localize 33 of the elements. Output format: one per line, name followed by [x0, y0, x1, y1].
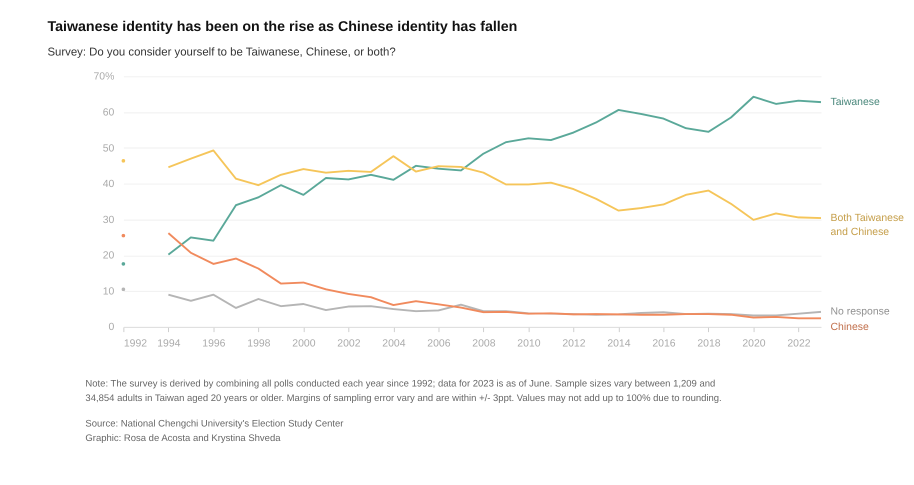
x-tick-label: 1998 [247, 338, 271, 350]
chart-title: Taiwanese identity has been on the rise as Chinese identity has fallen [47, 18, 518, 35]
y-tick-label: 50 [102, 143, 115, 154]
y-tick-label: 0 [108, 322, 115, 334]
x-tick-label: 2018 [697, 338, 721, 350]
x-tick-label: 2000 [292, 338, 316, 350]
x-tick-label: 2022 [787, 338, 811, 350]
y-tick-label: 30 [102, 214, 115, 226]
x-tick-label: 1996 [202, 338, 226, 350]
series-label: No response [830, 306, 890, 318]
series-label: Chinese [830, 322, 869, 333]
series-label: Taiwanese [830, 96, 880, 108]
y-tick-label: 60 [102, 107, 115, 118]
x-tick-label: 1992 [124, 338, 148, 350]
x-tick-label: 2008 [472, 338, 496, 350]
y-tick-label: 70% [93, 72, 114, 83]
x-tick-label: 2002 [337, 338, 361, 350]
x-tick-label: 2020 [742, 338, 766, 350]
x-tick-label: 1994 [157, 338, 181, 350]
text: Note: The survey is derived by combining all polls conducted each year since 1992; data for 2023 is as of June. Sample sizes vary between 1,209 and 34,854 adults in Taiwan aged 20 years or older. Margins of sampling error vary and are within +/- 3ppt. Values may not add up to 100% due to rounding. [85, 378, 722, 404]
y-tick-label: 10 [102, 286, 115, 298]
source-note: Source: National Chengchi University's Election Study Center [85, 418, 344, 430]
x-tick-label: 2010 [517, 338, 541, 350]
y-tick-label: 40 [102, 179, 115, 190]
y-tick-label: 20 [102, 250, 115, 262]
x-tick-label: 2012 [562, 338, 586, 350]
chart-subtitle: Survey: Do you consider yourself to be Taiwanese, Chinese, or both? [47, 46, 396, 58]
x-tick-label: 2014 [607, 338, 631, 350]
x-tick-label: 2016 [652, 338, 676, 350]
series-label: Both Taiwanese and Chinese [830, 212, 904, 238]
text: Graphic: Rosa de Acosta and Krystina Shveda [85, 432, 282, 444]
x-tick-label: 2004 [382, 338, 406, 350]
x-tick-label: 2006 [427, 338, 451, 350]
